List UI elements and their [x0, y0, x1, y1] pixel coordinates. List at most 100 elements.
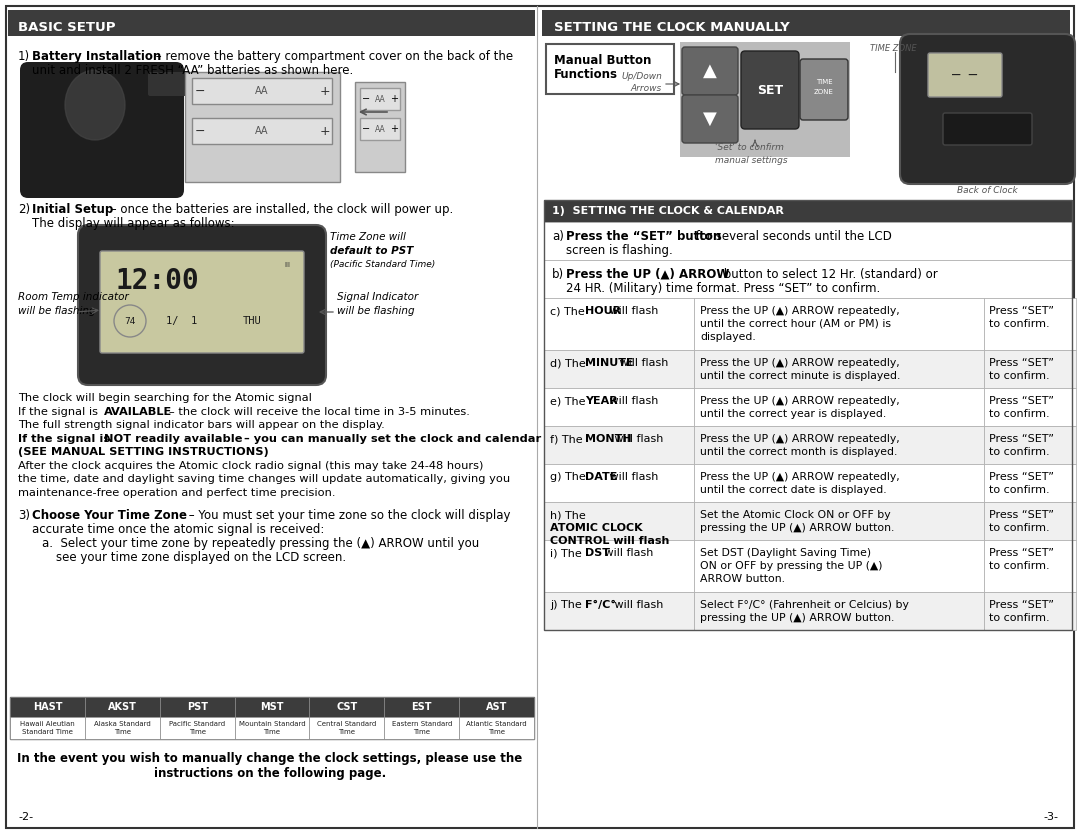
FancyBboxPatch shape	[544, 540, 694, 592]
FancyBboxPatch shape	[384, 717, 459, 739]
Text: Alaska Standard
Time: Alaska Standard Time	[94, 721, 151, 735]
FancyBboxPatch shape	[85, 717, 160, 739]
Text: NOT readily available: NOT readily available	[104, 434, 243, 444]
Text: HOUR: HOUR	[585, 306, 621, 316]
FancyBboxPatch shape	[943, 113, 1032, 145]
FancyBboxPatch shape	[8, 10, 535, 36]
Text: AA: AA	[255, 126, 269, 136]
Text: BASIC SETUP: BASIC SETUP	[18, 21, 116, 33]
FancyBboxPatch shape	[694, 592, 984, 630]
Text: will flash: will flash	[606, 396, 658, 406]
Text: i) The: i) The	[550, 548, 585, 558]
Text: accurate time once the atomic signal is received:: accurate time once the atomic signal is …	[32, 523, 324, 536]
Text: the time, date and daylight saving time changes will update automatically, givin: the time, date and daylight saving time …	[18, 474, 510, 484]
Text: In the event you wish to manually change the clock settings, please use the
inst: In the event you wish to manually change…	[17, 752, 523, 780]
Text: – once the batteries are installed, the clock will power up.: – once the batteries are installed, the …	[107, 203, 454, 216]
FancyBboxPatch shape	[6, 6, 1074, 828]
Text: ZONE: ZONE	[814, 89, 834, 95]
Ellipse shape	[65, 70, 125, 140]
Text: Press the “SET” button: Press the “SET” button	[566, 230, 721, 243]
Text: e) The: e) The	[550, 396, 589, 406]
Text: ATOMIC CLOCK: ATOMIC CLOCK	[550, 523, 643, 533]
Text: ▼: ▼	[703, 110, 717, 128]
FancyBboxPatch shape	[694, 388, 984, 426]
Text: d) The: d) The	[550, 358, 590, 368]
FancyBboxPatch shape	[694, 350, 984, 388]
Text: – you can manually set the clock and calendar: – you can manually set the clock and cal…	[240, 434, 541, 444]
FancyBboxPatch shape	[78, 225, 326, 385]
Text: 24 HR. (Military) time format. Press “SET” to confirm.: 24 HR. (Military) time format. Press “SE…	[566, 282, 880, 295]
FancyBboxPatch shape	[984, 388, 1076, 426]
Text: Battery Installation: Battery Installation	[32, 50, 161, 63]
Text: PST: PST	[187, 702, 207, 712]
Text: YEAR: YEAR	[585, 396, 618, 406]
Text: will be flashing: will be flashing	[337, 306, 415, 316]
FancyBboxPatch shape	[544, 200, 1072, 222]
FancyBboxPatch shape	[800, 59, 848, 120]
Text: to confirm.: to confirm.	[989, 613, 1050, 623]
FancyBboxPatch shape	[234, 697, 310, 717]
FancyBboxPatch shape	[544, 592, 694, 630]
Text: 1/  1: 1/ 1	[166, 316, 198, 326]
Text: will flash: will flash	[617, 358, 669, 368]
FancyBboxPatch shape	[459, 697, 534, 717]
FancyBboxPatch shape	[192, 118, 332, 144]
Text: Back of Clock: Back of Clock	[957, 186, 1017, 195]
Text: maintenance-free operation and perfect time precision.: maintenance-free operation and perfect t…	[18, 488, 336, 498]
Text: AKST: AKST	[108, 702, 137, 712]
Text: 'Set' to confirm: 'Set' to confirm	[715, 143, 784, 152]
Text: – You must set your time zone so the clock will display: – You must set your time zone so the clo…	[185, 509, 511, 522]
Text: h) The: h) The	[550, 510, 585, 520]
Text: to confirm.: to confirm.	[989, 523, 1050, 533]
Text: If the signal is: If the signal is	[18, 434, 114, 444]
FancyBboxPatch shape	[355, 82, 405, 172]
Text: Press the UP (▲) ARROW repeatedly,: Press the UP (▲) ARROW repeatedly,	[700, 396, 900, 406]
Text: manual settings: manual settings	[715, 156, 787, 165]
FancyBboxPatch shape	[234, 717, 310, 739]
FancyBboxPatch shape	[544, 260, 1072, 298]
FancyBboxPatch shape	[984, 298, 1076, 350]
Text: CONTROL will flash: CONTROL will flash	[550, 536, 670, 546]
Text: Hawaii Aleutian
Standard Time: Hawaii Aleutian Standard Time	[21, 721, 75, 735]
Text: −: −	[362, 124, 370, 134]
Text: Press “SET”: Press “SET”	[989, 600, 1054, 610]
Text: Press “SET”: Press “SET”	[989, 434, 1054, 444]
Text: +: +	[320, 84, 330, 98]
Text: Mountain Standard
Time: Mountain Standard Time	[239, 721, 306, 735]
Text: AA: AA	[375, 124, 386, 133]
Text: b): b)	[552, 268, 564, 281]
Text: (Pacific Standard Time): (Pacific Standard Time)	[330, 260, 435, 269]
FancyBboxPatch shape	[741, 51, 799, 129]
FancyBboxPatch shape	[310, 717, 384, 739]
FancyBboxPatch shape	[694, 502, 984, 540]
Text: Press the UP (▲) ARROW repeatedly,: Press the UP (▲) ARROW repeatedly,	[700, 434, 900, 444]
Text: MONTH: MONTH	[585, 434, 632, 444]
Text: until the correct date is displayed.: until the correct date is displayed.	[700, 485, 887, 495]
FancyBboxPatch shape	[544, 502, 694, 540]
Text: TIME ZONE: TIME ZONE	[870, 44, 917, 53]
Text: If the signal is: If the signal is	[18, 406, 102, 416]
FancyBboxPatch shape	[544, 298, 694, 350]
Text: ON or OFF by pressing the UP (▲): ON or OFF by pressing the UP (▲)	[700, 561, 882, 571]
Text: Room Temp indicator: Room Temp indicator	[18, 292, 129, 302]
Text: pressing the UP (▲) ARROW button.: pressing the UP (▲) ARROW button.	[700, 523, 894, 533]
Text: DATE: DATE	[585, 472, 618, 482]
Text: will flash: will flash	[606, 306, 658, 316]
Text: The full strength signal indicator bars will appear on the display.: The full strength signal indicator bars …	[18, 420, 384, 430]
Text: Choose Your Time Zone: Choose Your Time Zone	[32, 509, 187, 522]
Text: Arrows: Arrows	[631, 84, 662, 93]
Text: Functions: Functions	[554, 68, 618, 81]
Text: a): a)	[552, 230, 564, 243]
Text: to confirm.: to confirm.	[989, 485, 1050, 495]
Text: Press “SET”: Press “SET”	[989, 396, 1054, 406]
Text: −: −	[194, 124, 205, 138]
FancyBboxPatch shape	[546, 44, 674, 94]
Text: +: +	[320, 124, 330, 138]
Text: The display will appear as follows:: The display will appear as follows:	[32, 217, 234, 230]
Text: until the correct minute is displayed.: until the correct minute is displayed.	[700, 371, 901, 381]
Text: AA: AA	[255, 86, 269, 96]
Text: default to PST: default to PST	[330, 246, 414, 256]
Text: lll: lll	[284, 262, 291, 268]
Text: Press the UP (▲) ARROW repeatedly,: Press the UP (▲) ARROW repeatedly,	[700, 358, 900, 368]
Text: unit and install 2 FRESH “AA” batteries as shown here.: unit and install 2 FRESH “AA” batteries …	[32, 64, 353, 77]
